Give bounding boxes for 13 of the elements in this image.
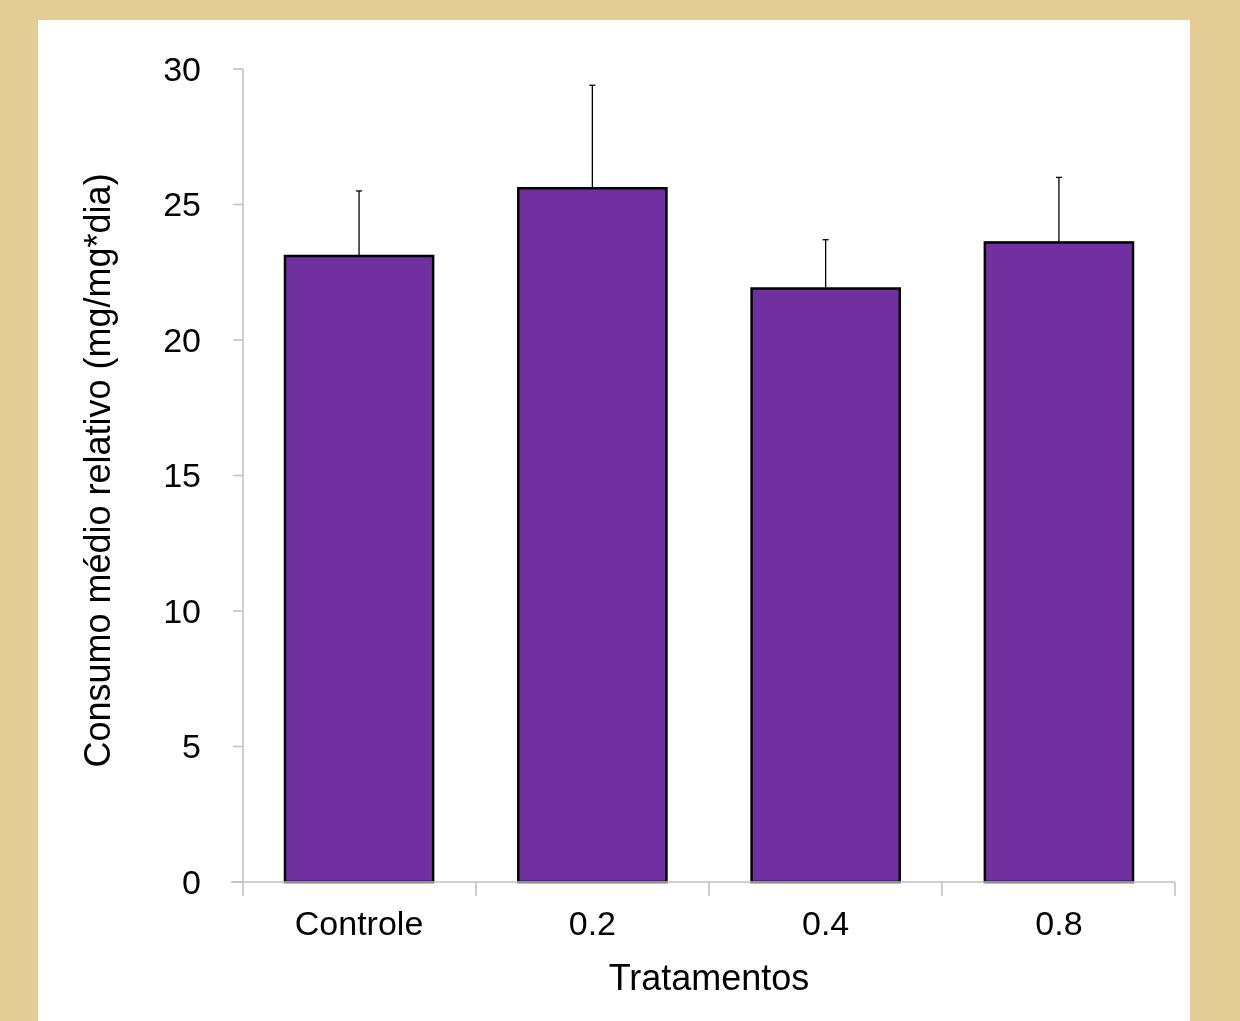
x-tick-label: 0.2 xyxy=(568,904,616,942)
y-tick-label: 5 xyxy=(182,727,201,766)
y-axis-title: Consumo médio relativo (mg/mg*dia) xyxy=(77,173,118,768)
x-tick-label: 0.8 xyxy=(1035,904,1083,942)
y-tick-label: 0 xyxy=(182,862,201,901)
y-tick-label: 25 xyxy=(163,185,201,224)
x-axis-title: Tratamentos xyxy=(608,957,810,998)
y-tick-label: 20 xyxy=(163,320,201,359)
x-tick-label: 0.4 xyxy=(802,904,850,942)
y-tick-label: 30 xyxy=(163,49,201,88)
y-tick-label: 15 xyxy=(163,456,201,495)
x-tick-label: Controle xyxy=(294,904,424,942)
y-tick-label: 10 xyxy=(163,591,201,630)
